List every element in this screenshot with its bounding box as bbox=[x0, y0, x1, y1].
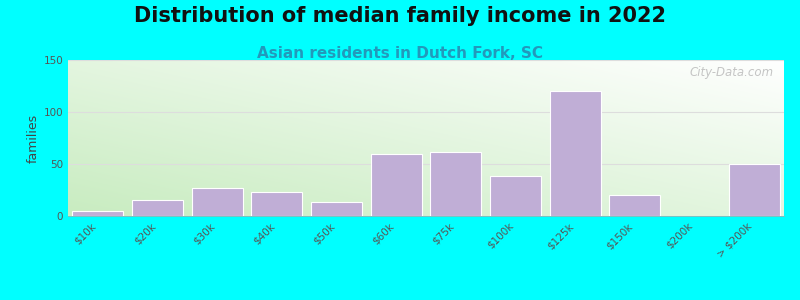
Text: City-Data.com: City-Data.com bbox=[689, 66, 774, 79]
Bar bbox=[73, 211, 123, 216]
Bar bbox=[371, 154, 422, 216]
Bar bbox=[490, 176, 541, 216]
Y-axis label: families: families bbox=[26, 113, 39, 163]
Text: Distribution of median family income in 2022: Distribution of median family income in … bbox=[134, 6, 666, 26]
Text: Asian residents in Dutch Fork, SC: Asian residents in Dutch Fork, SC bbox=[257, 46, 543, 62]
Bar bbox=[430, 152, 481, 216]
Bar bbox=[251, 192, 302, 216]
Bar bbox=[311, 202, 362, 216]
Bar bbox=[610, 195, 660, 216]
Bar bbox=[192, 188, 242, 216]
Bar bbox=[132, 200, 183, 216]
Bar bbox=[550, 91, 601, 216]
Bar bbox=[729, 164, 779, 216]
